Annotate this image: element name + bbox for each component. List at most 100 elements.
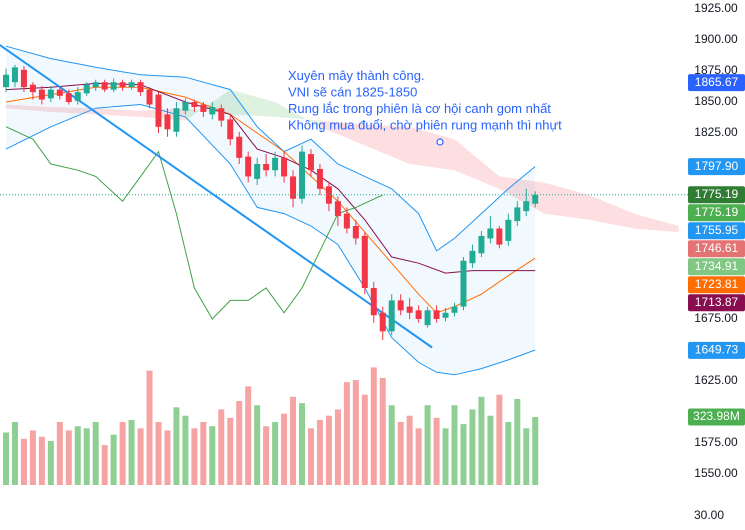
candle-body [65, 93, 72, 103]
candle-body [110, 82, 117, 90]
candle-body [47, 89, 54, 99]
volume-bar [406, 415, 413, 485]
volume-pane [3, 367, 539, 485]
candle-body [532, 194, 539, 204]
candle-body [523, 201, 530, 212]
price-label-box [688, 222, 745, 240]
volume-bar [245, 386, 252, 485]
volume-bar [47, 440, 54, 485]
candle-body [20, 69, 27, 88]
volume-bar [316, 419, 323, 485]
y-tick-label: 1550.00 [694, 466, 738, 480]
cloud-segment [319, 120, 365, 146]
price-label: 1734.91 [695, 259, 739, 273]
candle-body [218, 108, 225, 121]
volume-bar [523, 428, 530, 485]
band-upper [5, 45, 536, 252]
candle-body [505, 219, 512, 241]
candle-body [316, 168, 323, 189]
candle-body [83, 84, 90, 94]
price-label-box [688, 204, 745, 222]
cloud-segment [633, 213, 679, 233]
candle-body [3, 74, 9, 88]
volume-bar [137, 428, 144, 485]
indicator-line [5, 126, 383, 320]
band-lower [5, 103, 536, 376]
price-label-box [688, 74, 745, 92]
volume-bar [281, 413, 288, 485]
candle-body [191, 102, 198, 107]
indicator-line [5, 86, 536, 314]
volume-bar [218, 409, 225, 485]
cloud-segment [544, 182, 590, 220]
volume-bar [209, 426, 216, 485]
candle-body [164, 114, 171, 130]
candle-body [433, 310, 440, 319]
price-label: 1775.19 [695, 187, 739, 201]
volume-bar [74, 426, 81, 485]
cloud-segment [95, 108, 141, 117]
volume-bar [478, 396, 485, 485]
y-tick-label: 1925.00 [694, 1, 738, 15]
price-label-box [688, 240, 745, 258]
candle-body [38, 89, 45, 100]
cloud-segment [364, 124, 410, 165]
volume-bar [65, 430, 72, 485]
candle-body [460, 260, 467, 307]
bottom-axis-label: 30.00 [694, 508, 724, 522]
volume-bar [487, 415, 494, 485]
volume-bar [307, 428, 314, 485]
candle-body [29, 84, 36, 93]
candle-body [415, 310, 422, 319]
candle-body [370, 287, 377, 316]
volume-bar [146, 370, 153, 485]
price-label-box [688, 341, 745, 359]
volume-bar [496, 394, 503, 485]
y-tick-label: 1575.00 [694, 435, 738, 449]
volume-bar [343, 382, 350, 485]
volume-bar [433, 417, 440, 485]
volume-bar [352, 380, 359, 485]
candle-body [101, 82, 108, 90]
candle-body [379, 312, 386, 332]
y-tick-label: 1825.00 [694, 125, 738, 139]
price-label: 1797.90 [695, 159, 739, 173]
candle-body [397, 300, 404, 311]
volume-bar [128, 419, 135, 485]
volume-bar [272, 422, 279, 485]
volume-bar [299, 403, 306, 485]
price-label: 1865.67 [695, 75, 739, 89]
volume-bar [200, 422, 207, 485]
candle-body [334, 201, 341, 217]
price-label-box [688, 258, 745, 276]
volume-bar [92, 422, 99, 485]
volume-bar [263, 426, 270, 485]
volume-label-box [688, 408, 745, 426]
volume-bar [254, 405, 261, 485]
price-pane: Xuyên mây thành công. VNI sẽ cán 1825-185… [0, 64, 688, 341]
candle-body [245, 156, 252, 177]
volume-bar [110, 434, 117, 485]
cloud-segment [454, 139, 500, 189]
candle-body [406, 306, 413, 313]
volume-bar [370, 367, 377, 485]
cloud-segment [499, 176, 545, 214]
candle-body [299, 151, 306, 199]
candle-body [74, 92, 81, 101]
annotation-line: Rung lắc trong phiên là cơ hội canh gom … [288, 101, 551, 116]
candle-body [173, 108, 180, 132]
y-tick-label: 1625.00 [694, 373, 738, 387]
price-label: 1723.81 [695, 277, 739, 291]
volume-bar [532, 416, 539, 485]
candle-body [155, 94, 162, 127]
volume-bar [415, 428, 422, 485]
volume-bar [191, 428, 198, 485]
price-label-box [688, 158, 745, 176]
price-label-box [688, 276, 745, 294]
volume-bar [505, 422, 512, 485]
volume-bar [83, 428, 90, 485]
volume-bar [460, 424, 467, 485]
volume-bar [325, 415, 332, 485]
volume-bar [236, 401, 243, 485]
candle-body [343, 213, 350, 229]
